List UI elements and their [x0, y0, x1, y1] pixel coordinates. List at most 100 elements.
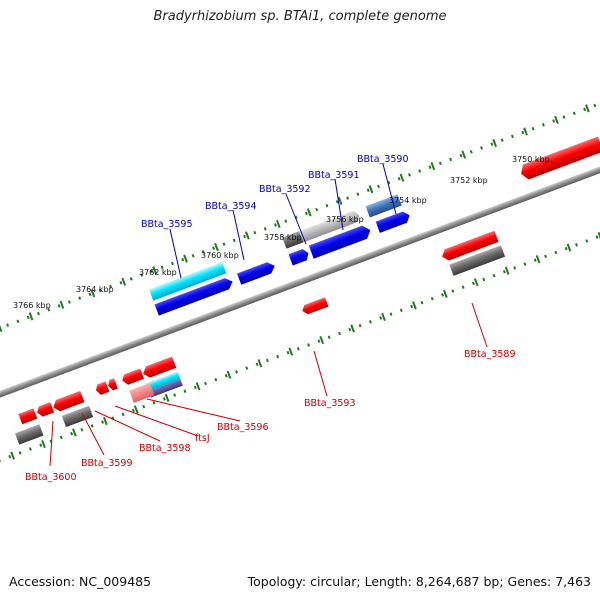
gene-bbta-3593 — [302, 297, 329, 315]
leader-line — [232, 209, 245, 261]
gene-right-red — [521, 136, 600, 180]
ruler-tick — [461, 150, 467, 159]
ruler-tick — [59, 300, 65, 309]
ruler-tick — [381, 312, 386, 322]
ruler-tick — [41, 439, 46, 449]
gene-bbta-3596 — [143, 356, 177, 378]
gene-label-bbta-3592: BBta_3592 — [259, 184, 311, 195]
topology-summary: Topology: circular; Length: 8,264,687 bp… — [247, 574, 591, 589]
forward-gene-labels: BBta_3595 BBta_3594 BBta_3592 BBta_3591 … — [141, 154, 409, 279]
leader-line — [94, 410, 161, 442]
ruler-tick — [103, 416, 108, 426]
leader-line — [169, 228, 182, 279]
gene-ftsj — [122, 368, 145, 385]
ruler-label: 3758 kbp — [264, 233, 302, 242]
ruler-label: 3750 kbp — [512, 155, 550, 164]
ruler-tick — [443, 289, 448, 298]
ruler-label: 3762 kbp — [139, 268, 177, 277]
ruler-line-inner — [0, 198, 600, 482]
ruler-tick — [337, 196, 343, 205]
gene-bbta-3589-grey — [449, 245, 506, 276]
gene-bbta-3591-grey — [299, 210, 360, 243]
leader-line — [313, 350, 328, 397]
leader-line — [471, 302, 488, 348]
gene-bbta-3592 — [288, 248, 309, 266]
gene-label-bbta-3595: BBta_3595 — [141, 219, 193, 230]
ruler-tick — [535, 255, 541, 264]
gene-bbta-3595 — [154, 278, 233, 316]
gene-red-far-left-a — [36, 402, 55, 417]
ruler-label: 3760 kbp — [201, 251, 239, 260]
ruler-ticks — [0, 104, 600, 460]
ruler-tick — [72, 428, 77, 437]
map-title: Bradyrhizobium sp. BTAi1, complete genom… — [153, 9, 447, 24]
leader-line — [146, 398, 241, 422]
ruler-tick — [183, 254, 188, 263]
gene-red-far-left-b — [18, 408, 38, 425]
ruler-tick — [523, 127, 528, 136]
leader-line — [81, 412, 105, 456]
ruler-tick — [152, 266, 157, 275]
ruler-tick — [275, 219, 281, 229]
gene-label-bbta-3590: BBta_3590 — [357, 154, 409, 165]
gene-grey-far-left — [14, 424, 44, 445]
gene-bbta-3591 — [308, 225, 371, 259]
ruler-tick — [473, 278, 479, 287]
genome-backbone — [0, 131, 600, 433]
gene-bbta-3598 — [108, 378, 118, 391]
gene-label-bbta-3596: BBta_3596 — [217, 422, 269, 433]
reverse-gene-labels: BBta_3589 BBta_3593 BBta_3596 ftsJ BBta_… — [25, 302, 516, 483]
gene-bbta-3595-cyan — [149, 262, 227, 301]
gene-bbta-3600 — [53, 390, 85, 412]
ruler-tick — [430, 162, 436, 171]
ruler-tick — [412, 301, 417, 310]
ruler-tick — [164, 393, 170, 402]
ruler-tick — [28, 312, 34, 321]
gene-grey-left — [282, 231, 304, 249]
ruler-tick — [368, 185, 374, 194]
ruler-tick — [121, 277, 127, 286]
gene-bbta-3599 — [96, 381, 110, 395]
gene-label-bbta-3598: BBta_3598 — [139, 443, 191, 454]
leader-line — [334, 178, 344, 231]
gene-ftsj-pink — [129, 382, 155, 403]
ruler-tick — [90, 289, 96, 298]
ruler-tick — [133, 405, 139, 414]
ruler-label: 3756 kbp — [326, 215, 364, 224]
gene-bbta-3596-slate — [148, 379, 183, 398]
ruler-label: 3766 kbp — [13, 301, 51, 310]
ruler-tick — [350, 324, 355, 333]
ruler-tick — [10, 451, 15, 460]
gene-label-bbta-3593: BBta_3593 — [304, 398, 356, 409]
leader-line — [285, 193, 307, 245]
leader-line — [114, 405, 199, 437]
ruler-tick — [214, 242, 219, 252]
ruler-label: 3752 kbp — [450, 176, 488, 185]
gene-bbta-3589 — [442, 230, 499, 261]
ruler-tick — [288, 347, 294, 356]
ruler-tick — [245, 231, 250, 240]
gene-label-bbta-3589: BBta_3589 — [464, 349, 516, 360]
ruler-tick — [585, 104, 590, 113]
gene-bbta-3600-grey — [61, 405, 94, 428]
ruler-tick — [257, 359, 263, 368]
ruler-label: 3754 kbp — [389, 196, 427, 205]
ruler-tick — [226, 370, 232, 379]
ruler-line-outer — [0, 82, 600, 366]
ruler-tick — [306, 208, 312, 217]
gene-label-bbta-3600: BBta_3600 — [25, 472, 77, 483]
gene-bbta-3596-cyan — [145, 371, 181, 391]
ruler-label: 3764 kbp — [76, 285, 114, 294]
gene-label-bbta-3591: BBta_3591 — [308, 170, 360, 181]
ruler-tick — [399, 173, 405, 182]
leader-line — [382, 163, 397, 215]
ruler-labels: 3766 kbp 3764 kbp 3762 kbp 3760 kbp 3758… — [13, 155, 550, 310]
ruler-tick — [554, 115, 559, 125]
gene-label-bbta-3599: BBta_3599 — [81, 458, 133, 469]
ruler-tick — [0, 323, 3, 333]
ruler-tick — [492, 138, 497, 148]
ruler-tick — [566, 243, 572, 252]
gene-bbta-3594 — [237, 262, 275, 285]
ruler-tick — [195, 382, 201, 391]
